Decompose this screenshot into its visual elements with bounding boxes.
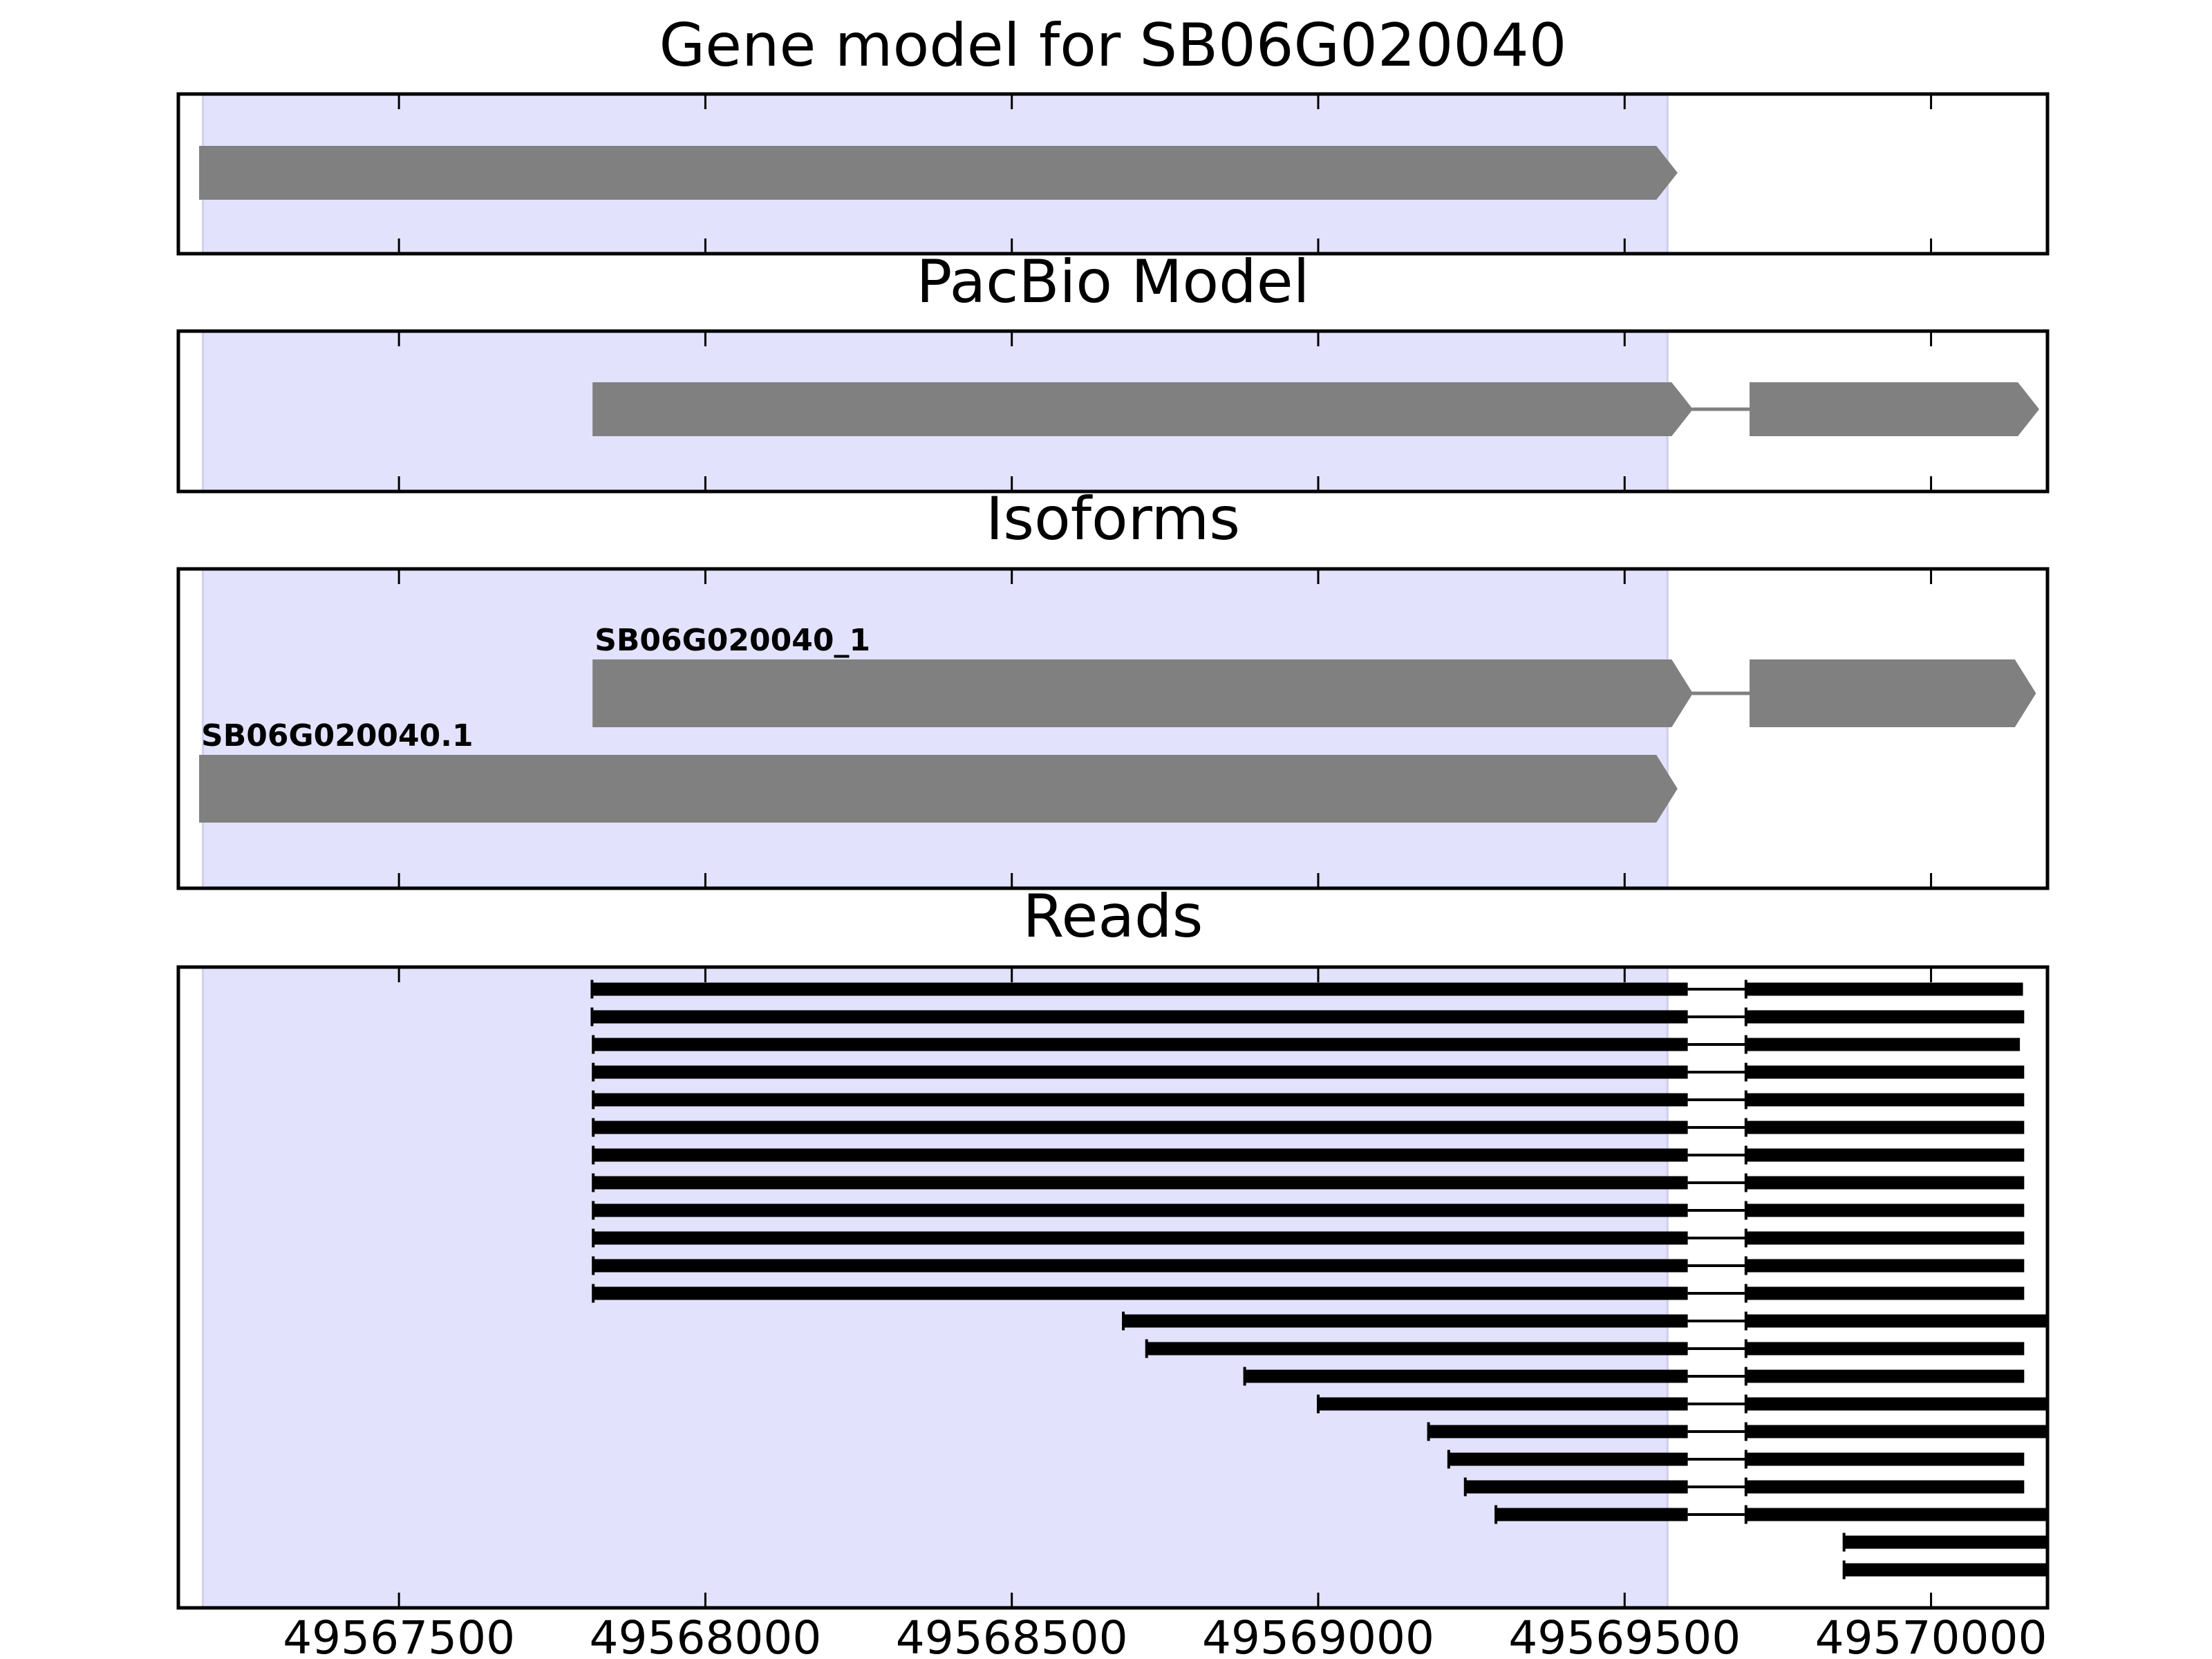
read-exon — [1745, 1038, 2021, 1051]
read-exon — [593, 1176, 1688, 1190]
panel-gene-model: Gene model for SB06G020040 — [176, 11, 2050, 256]
read-exon — [1745, 1480, 2025, 1494]
gene-model-body — [176, 92, 2050, 256]
exon-block — [592, 659, 1693, 727]
exon-block — [199, 146, 1678, 200]
read-exon — [1745, 1176, 2025, 1190]
panel-isoforms: Isoforms SB06G020040_1 SB06G020040.1 — [176, 485, 2050, 890]
read-exon — [593, 1259, 1688, 1273]
panel-frame — [176, 965, 2050, 1610]
read-exon — [1496, 1508, 1688, 1521]
read-exon — [1448, 1452, 1688, 1466]
read-exon — [1244, 1369, 1688, 1383]
exon-block — [1750, 382, 2039, 436]
highlight-region — [203, 569, 1668, 888]
x-tick-label: 49568000 — [589, 1611, 821, 1659]
panel-title-isoforms: Isoforms — [986, 485, 1240, 554]
x-tick-label: 49567500 — [283, 1611, 515, 1659]
exon-block — [199, 755, 1678, 823]
x-tick-label: 49570000 — [1815, 1611, 2047, 1659]
pacbio-model-body — [176, 329, 2050, 494]
read-exon — [1745, 1508, 2047, 1521]
panel-frame — [176, 329, 2050, 494]
read-exon — [593, 1065, 1688, 1079]
panel-frame — [176, 92, 2050, 256]
read-exon — [593, 1121, 1688, 1134]
x-tick-label: 49569000 — [1202, 1611, 1434, 1659]
read-exon — [1745, 1342, 2025, 1356]
read-exon — [1745, 1259, 2025, 1273]
read-exon — [1465, 1480, 1688, 1494]
read-exon — [1745, 1231, 2025, 1245]
read-exon — [1745, 1397, 2047, 1411]
read-exon — [1745, 1010, 2025, 1024]
read-exon — [1745, 1093, 2025, 1107]
read-exon — [592, 982, 1688, 996]
isoform-label: SB06G020040_1 — [594, 623, 870, 658]
read-exon — [1745, 1065, 2025, 1079]
read-exon — [1123, 1314, 1688, 1328]
read-exon — [1745, 1314, 2047, 1328]
read-exon — [593, 1203, 1688, 1217]
read-exon — [593, 1148, 1688, 1162]
panel-pacbio-model: PacBio Model — [176, 247, 2050, 494]
x-tick-label: 49568500 — [896, 1611, 1128, 1659]
panel-title-pacbio-model: PacBio Model — [916, 247, 1309, 317]
reads-body — [176, 965, 2050, 1610]
x-axis-tick-labels: 49567500 49568000 49568500 49569000 49569500… — [283, 1611, 2047, 1659]
read-exon — [593, 1038, 1688, 1051]
panel-reads: Reads — [176, 882, 2050, 1610]
panel-frame — [176, 567, 2050, 890]
read-exon — [592, 1010, 1688, 1024]
read-exon — [1745, 1148, 2025, 1162]
read-exon — [1745, 982, 2023, 996]
isoform-label: SB06G020040.1 — [201, 718, 474, 753]
read-exon — [1745, 1286, 2025, 1300]
read-exon — [1745, 1121, 2025, 1134]
read-exon — [1745, 1425, 2047, 1438]
read-exon — [593, 1286, 1688, 1300]
read-exon — [593, 1093, 1688, 1107]
read-exon — [593, 1231, 1688, 1245]
isoforms-body: SB06G020040_1 SB06G020040.1 — [176, 567, 2050, 890]
read-exon — [1745, 1203, 2025, 1217]
x-tick-label: 49569500 — [1508, 1611, 1741, 1659]
panel-title-reads: Reads — [1023, 882, 1203, 951]
panel-title-gene-model: Gene model for SB06G020040 — [659, 11, 1567, 80]
exon-block — [592, 382, 1694, 436]
read-exon — [1745, 1452, 2025, 1466]
read-exon — [1844, 1535, 2047, 1549]
read-exon — [1844, 1563, 2047, 1577]
exon-block — [1750, 659, 2036, 727]
read-exon — [1318, 1397, 1688, 1411]
read-exon — [1428, 1425, 1688, 1438]
read-exon — [1745, 1369, 2025, 1383]
read-exon — [1146, 1342, 1688, 1356]
